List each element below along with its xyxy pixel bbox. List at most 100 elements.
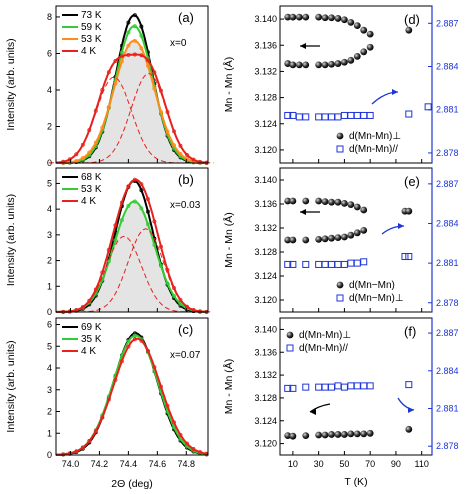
data-point-par [340, 111, 348, 119]
y-axis-label: Intensity (arb. units) [5, 340, 17, 432]
data-point [185, 152, 189, 157]
data-point [119, 200, 124, 205]
ytick-label: 3.140 [254, 324, 277, 334]
data-point-perp [334, 15, 342, 22]
data-point-perp [353, 22, 361, 30]
xtick-label: 10 [288, 459, 298, 469]
data-point-perp [347, 231, 355, 239]
data-point-perp [284, 197, 292, 205]
ytick-label: 3.124 [254, 416, 277, 426]
data-point [126, 184, 131, 189]
data-point [126, 339, 131, 344]
y2tick-label: 2.878 [436, 148, 459, 158]
ytick-label: 6 [47, 320, 52, 330]
data-point [159, 244, 163, 249]
data-point-perp [360, 26, 368, 34]
y2tick-label: 2.887 [436, 18, 459, 28]
shaded-peak-(b) [61, 201, 207, 313]
y2tick-label: 2.884 [436, 366, 459, 376]
y2tick-label: 2.878 [436, 298, 459, 308]
data-point [178, 152, 183, 156]
xtick-label: 74.8 [178, 459, 196, 469]
data-point-par [328, 383, 336, 391]
data-point-perp [289, 13, 297, 21]
data-point-perp [334, 431, 342, 438]
data-point-par [302, 260, 310, 268]
data-point-par [289, 384, 297, 392]
data-point-perp [366, 30, 374, 38]
y-axis-label: Intensity (arb. units) [5, 38, 17, 130]
data-point [152, 86, 157, 91]
x-axis-label: 2Θ (deg) [111, 478, 152, 490]
data-point [185, 441, 189, 446]
data-point [152, 219, 157, 224]
data-point-par [353, 111, 361, 119]
data-point [145, 63, 150, 68]
data-point [191, 157, 196, 162]
y2tick-label: 2.881 [436, 258, 459, 268]
legend-label: 35 K [81, 334, 102, 345]
data-point [126, 30, 131, 35]
panel-label: (a) [178, 10, 194, 25]
data-point-perp [295, 61, 303, 69]
data-point-perp [284, 60, 292, 67]
panel-label: (d) [404, 12, 420, 27]
ytick-label: 3.128 [254, 393, 277, 403]
data-point-perp [341, 16, 348, 24]
data-point [165, 403, 170, 408]
data-point [152, 365, 157, 370]
ytick-label: 3.120 [254, 145, 277, 155]
data-point [165, 129, 170, 134]
data-point [165, 281, 170, 286]
data-point-perp [341, 233, 348, 241]
data-point-par [353, 382, 361, 390]
data-point [100, 415, 105, 420]
ytick-label: 3.140 [254, 14, 277, 24]
data-point [119, 359, 124, 364]
ytick-label: 3.132 [254, 370, 277, 380]
data-point [126, 344, 131, 349]
data-point [74, 158, 79, 163]
legend-sphere [336, 132, 344, 140]
data-point-perp [302, 13, 310, 21]
panel-label: (e) [404, 174, 420, 189]
ytick-label: 3.120 [254, 295, 277, 305]
data-point [113, 223, 118, 228]
data-point [178, 143, 183, 148]
data-point [198, 450, 202, 455]
xtick-label: 90 [391, 459, 401, 469]
ytick-label: 1 [47, 281, 52, 291]
data-point [139, 206, 144, 211]
ytick-label: 3.120 [254, 439, 277, 449]
data-point-par [424, 103, 432, 111]
ytick-label: 6 [47, 48, 52, 58]
data-point-perp [328, 60, 335, 68]
data-point [93, 429, 98, 434]
data-point [172, 286, 176, 290]
data-point-par [284, 384, 292, 392]
ytick-label: 3.124 [254, 119, 277, 129]
data-point [185, 304, 189, 309]
data-point [159, 88, 163, 93]
data-point [139, 33, 144, 38]
ytick-label: 0 [47, 307, 52, 317]
data-point [139, 188, 144, 193]
data-point-perp [302, 432, 310, 439]
data-point [159, 109, 163, 114]
data-point-par [360, 111, 368, 119]
data-point-perp [284, 13, 292, 21]
legend-label: 59 K [81, 22, 102, 33]
data-point-par [347, 111, 355, 119]
data-point-perp [321, 235, 329, 243]
legend-label: 69 K [81, 322, 102, 333]
legend-label: 4 K [81, 46, 96, 57]
data-point [126, 203, 131, 208]
y2tick-label: 2.887 [436, 179, 459, 189]
plot-frame [55, 317, 209, 456]
data-point-perp [284, 236, 292, 244]
data-point [132, 337, 137, 342]
data-point [119, 218, 124, 222]
data-point-par [321, 383, 329, 391]
y2tick-label: 2.881 [436, 105, 459, 115]
data-point-par [334, 113, 342, 121]
